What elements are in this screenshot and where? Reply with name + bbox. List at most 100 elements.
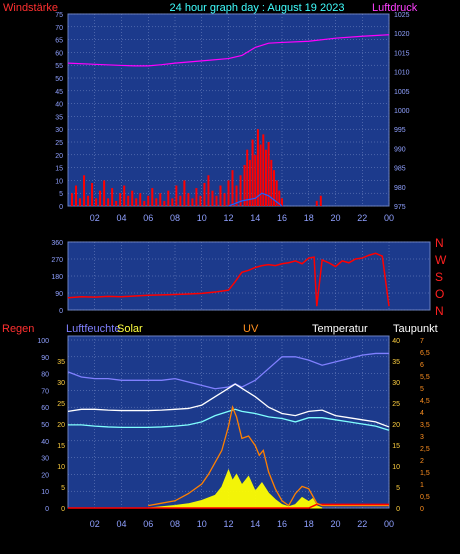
y-tick-label: 10	[55, 178, 63, 185]
y-tick-label: 5	[59, 191, 63, 198]
grid	[68, 13, 390, 207]
y-tick-label: 6,5	[420, 350, 430, 357]
y-tick-label: 0	[61, 506, 65, 513]
y-tick-label: 90	[55, 291, 63, 298]
label-dewpoint: Taupunkt	[393, 323, 438, 335]
plot-series	[67, 352, 390, 509]
y-tick-label: 80	[41, 372, 49, 379]
y-tick-label: 50	[41, 422, 49, 429]
y-tick-label: 0	[45, 506, 49, 513]
y-tick-label: 2,5	[420, 446, 430, 453]
plot-series	[67, 34, 390, 207]
y-tick-label: 1010	[394, 70, 410, 77]
label-humidity: Luftfeuchte	[66, 323, 120, 335]
y-tick-label: 975	[394, 204, 406, 211]
label-solar: Solar	[117, 323, 143, 335]
y-tick-label: 3,5	[420, 422, 430, 429]
y-tick-label: 7	[420, 338, 424, 345]
x-axis-ticks: 02 04 06 08 10 12 14 16 18 20 22 00	[90, 519, 394, 529]
y-tick-label: 25	[57, 401, 65, 408]
y-tick-label: 10	[392, 464, 400, 471]
y-tick-label: 4	[420, 410, 424, 417]
y-tick-label: 4,5	[420, 398, 430, 405]
compass-label: S	[435, 270, 443, 284]
grid	[68, 241, 430, 311]
y-tick-label: 5,5	[420, 374, 430, 381]
plot-series	[67, 252, 390, 307]
y-tick-label: 2	[420, 458, 424, 465]
y-tick-label: 1005	[394, 89, 410, 96]
y-tick-label: 0,5	[420, 494, 430, 501]
x-tick-label: 00	[384, 213, 394, 223]
rain-axis-ticks: 0 0,5 1 1,5 2 2,5 3 3,5 4 4,5 5 5,5 6 6,5 7	[420, 338, 430, 513]
x-tick-label: 08	[170, 519, 180, 529]
y-tick-label: 15	[392, 443, 400, 450]
y-tick-label: 65	[55, 38, 63, 45]
wind-direction-line	[67, 252, 390, 307]
y-tick-label: 995	[394, 127, 406, 134]
compass-label: N	[435, 304, 444, 318]
y-tick-label: 0	[59, 308, 63, 315]
x-tick-label: 08	[170, 213, 180, 223]
y-tick-label: 60	[41, 405, 49, 412]
y-tick-label: 60	[55, 50, 63, 57]
x-tick-label: 02	[90, 213, 100, 223]
y-tick-label: 40	[41, 439, 49, 446]
temperature-right-axis-ticks: 0 5 10 15 20 25 30 35 40	[392, 338, 400, 513]
x-tick-label: 12	[223, 519, 233, 529]
y-tick-label: 40	[55, 102, 63, 109]
y-tick-label: 5	[420, 386, 424, 393]
y-tick-label: 1000	[394, 108, 410, 115]
y-tick-label: 30	[55, 127, 63, 134]
x-axis-ticks: 02 04 06 08 10 12 14 16 18 20 22 00	[90, 213, 394, 223]
y-tick-label: 10	[41, 489, 49, 496]
y-tick-label: 360	[51, 240, 63, 247]
y-tick-label: 20	[57, 422, 65, 429]
x-tick-label: 20	[330, 213, 340, 223]
y-tick-label: 70	[41, 388, 49, 395]
y-tick-label: 3	[420, 434, 424, 441]
y-tick-label: 0	[59, 204, 63, 211]
left-axis-ticks: 0 90 180 270 360	[51, 240, 63, 315]
x-tick-label: 16	[277, 519, 287, 529]
x-tick-label: 14	[250, 519, 260, 529]
y-tick-label: 50	[55, 76, 63, 83]
y-tick-label: 5	[396, 485, 400, 492]
y-tick-label: 40	[392, 338, 400, 345]
x-tick-label: 02	[90, 519, 100, 529]
x-tick-label: 10	[197, 519, 207, 529]
y-tick-label: 15	[55, 166, 63, 173]
label-temperature: Temperatur	[312, 323, 368, 335]
y-tick-label: 35	[392, 359, 400, 366]
y-tick-label: 30	[41, 456, 49, 463]
x-tick-label: 06	[143, 213, 153, 223]
x-tick-label: 18	[304, 213, 314, 223]
x-tick-label: 22	[357, 519, 367, 529]
x-tick-label: 12	[223, 213, 233, 223]
left-axis-ticks: 0 5 10 15 20 25 30 35 40 45 50 55 60 65 70 75	[55, 12, 63, 211]
y-tick-label: 0	[420, 506, 424, 513]
y-tick-label: 30	[392, 380, 400, 387]
y-tick-label: 20	[392, 422, 400, 429]
y-tick-label: 90	[41, 355, 49, 362]
y-tick-label: 45	[55, 89, 63, 96]
grid	[68, 336, 390, 509]
humidity-line	[67, 352, 389, 390]
y-tick-label: 1025	[394, 12, 410, 19]
label-uv: UV	[243, 323, 259, 335]
solar-area	[148, 468, 323, 509]
compass-label: W	[435, 253, 447, 267]
right-axis-title: Luftdruck	[372, 2, 418, 14]
x-tick-label: 14	[250, 213, 260, 223]
y-tick-label: 30	[57, 380, 65, 387]
x-tick-label: 10	[197, 213, 207, 223]
y-tick-label: 55	[55, 63, 63, 70]
y-tick-label: 100	[37, 338, 49, 345]
temperature-line	[67, 383, 390, 428]
pressure-line	[67, 34, 390, 67]
y-tick-label: 6	[420, 362, 424, 369]
